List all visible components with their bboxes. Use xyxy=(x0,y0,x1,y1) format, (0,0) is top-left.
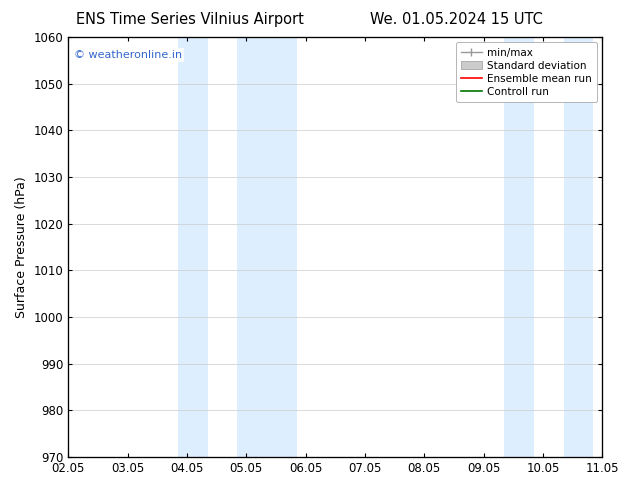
Bar xyxy=(564,37,593,457)
Y-axis label: Surface Pressure (hPa): Surface Pressure (hPa) xyxy=(15,176,28,318)
Bar xyxy=(504,37,534,457)
Legend: min/max, Standard deviation, Ensemble mean run, Controll run: min/max, Standard deviation, Ensemble me… xyxy=(456,42,597,102)
Bar xyxy=(237,37,297,457)
Text: We. 01.05.2024 15 UTC: We. 01.05.2024 15 UTC xyxy=(370,12,543,27)
Text: © weatheronline.in: © weatheronline.in xyxy=(74,50,181,60)
Bar xyxy=(178,37,207,457)
Text: ENS Time Series Vilnius Airport: ENS Time Series Vilnius Airport xyxy=(76,12,304,27)
